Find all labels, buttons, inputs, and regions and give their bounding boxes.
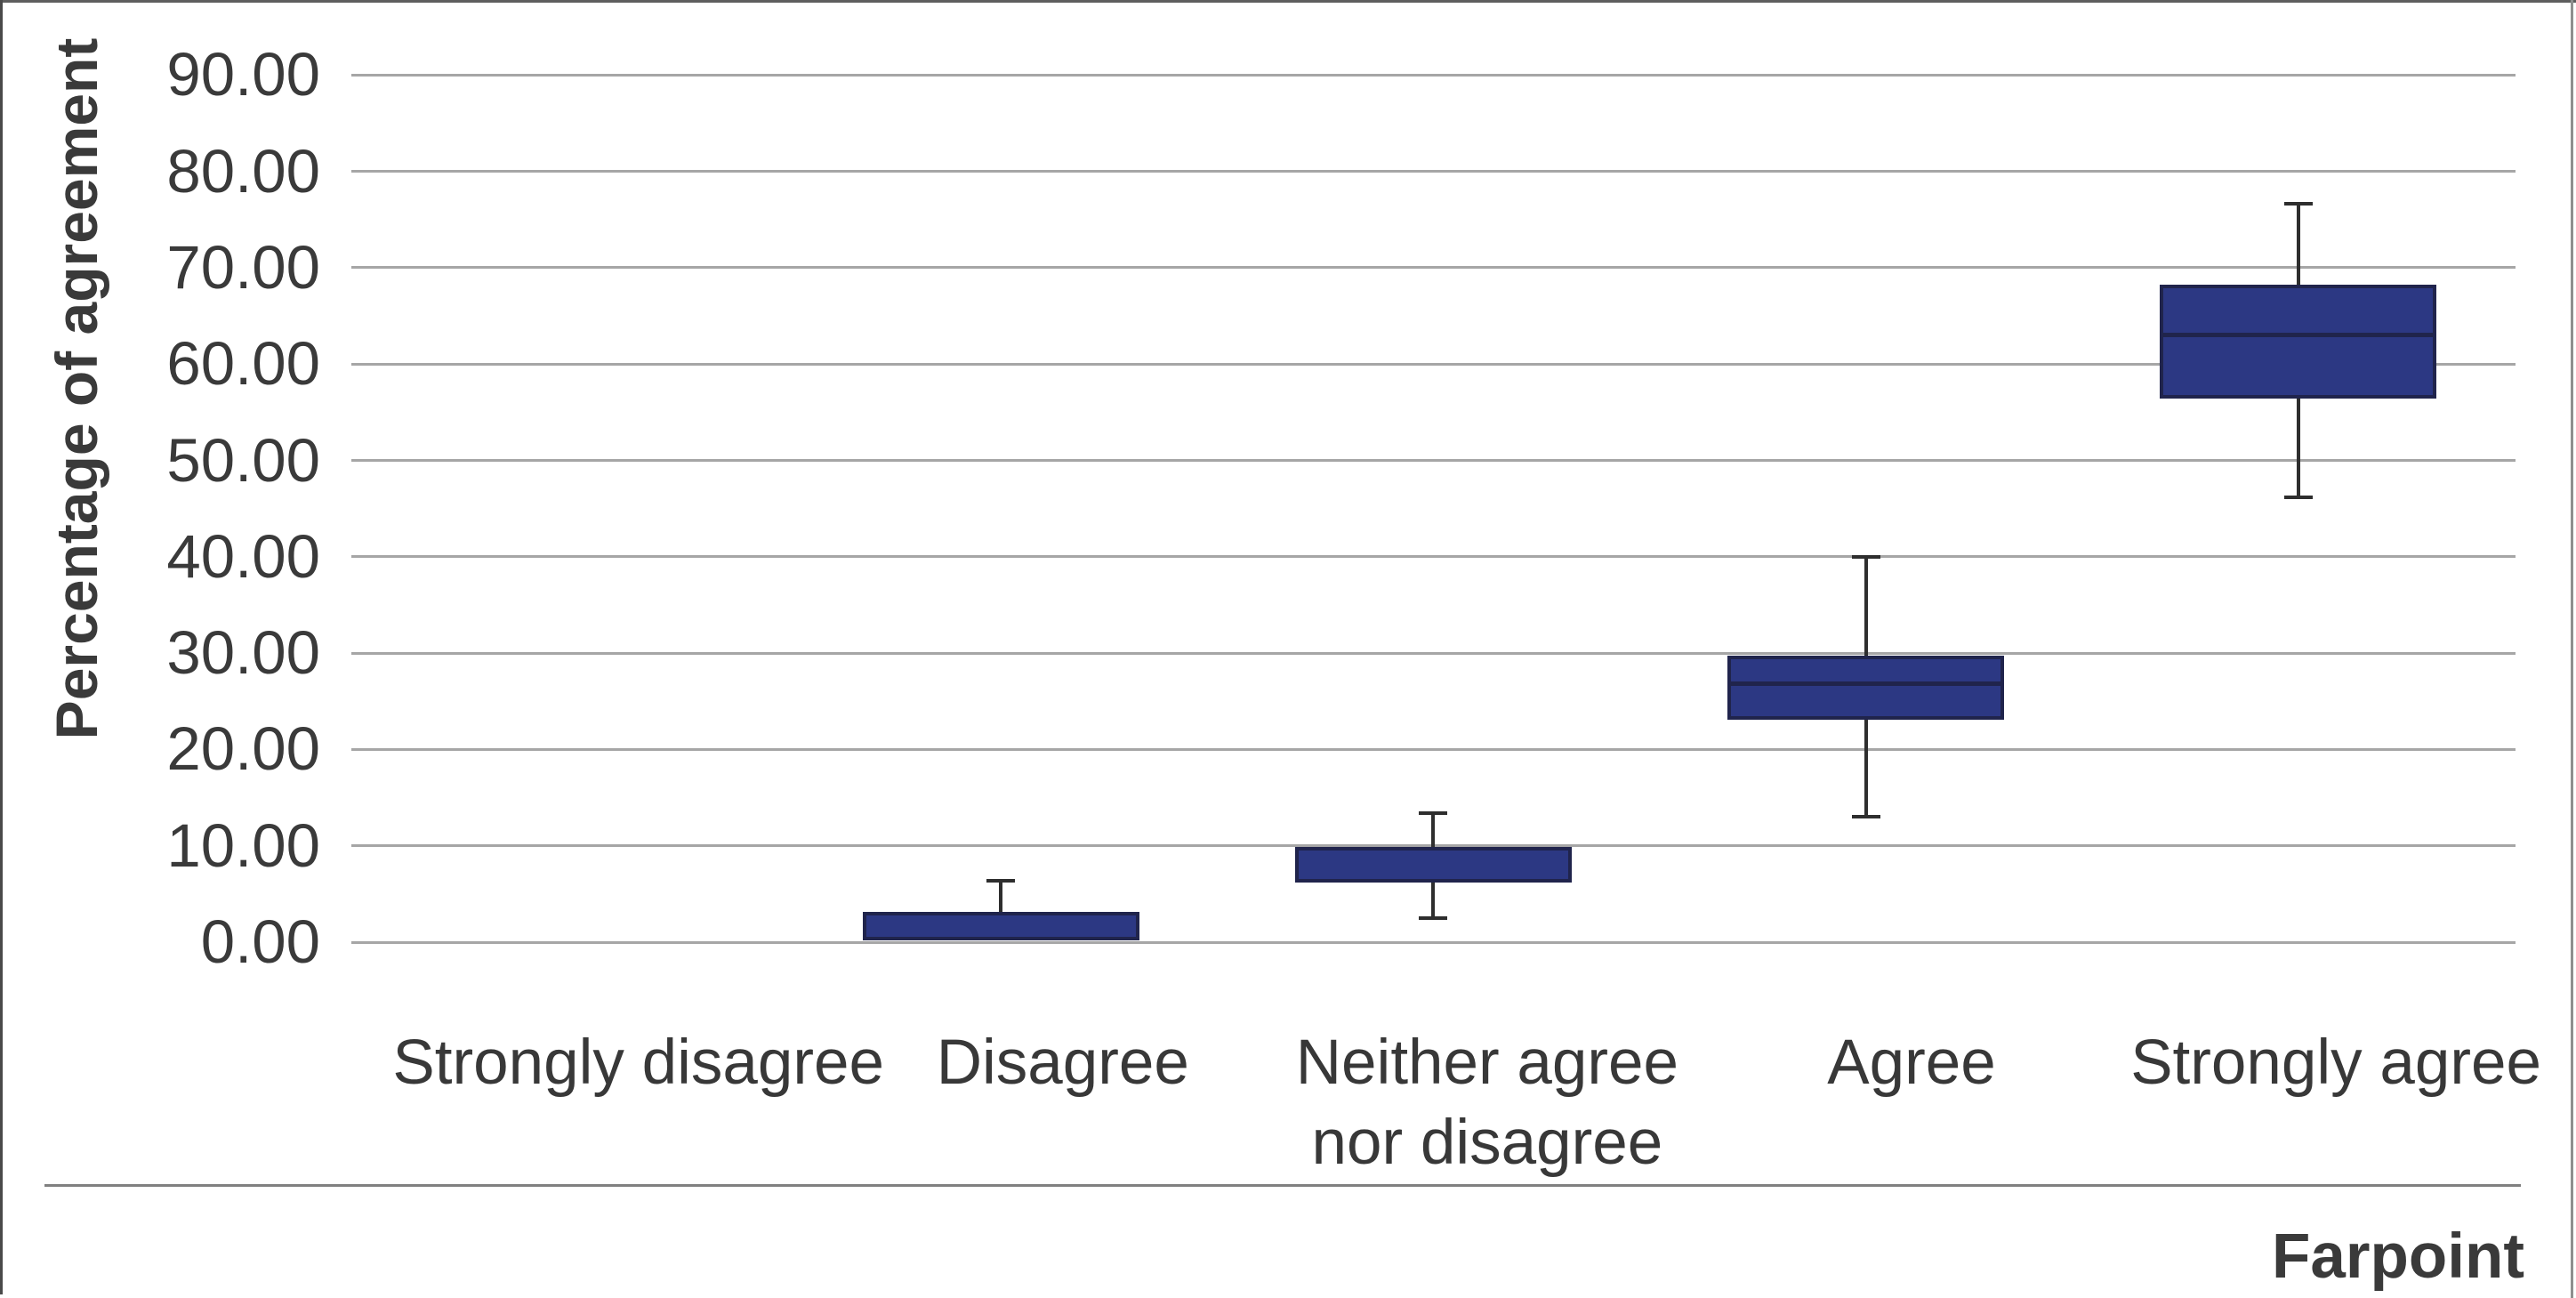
- upper-whisker-line: [1864, 556, 1868, 657]
- upper-whisker-line: [1431, 812, 1436, 847]
- y-tick-label-50: 50.00: [166, 425, 320, 495]
- upper-whisker-line: [999, 880, 1002, 913]
- lower-whisker-line: [2296, 399, 2300, 497]
- footer-brand-label: Farpoint: [2272, 1221, 2524, 1292]
- x-category-label-line: Agree: [1827, 1028, 1996, 1098]
- frame-border-left: [0, 0, 3, 1294]
- gridline-y-40: [351, 555, 2516, 559]
- box-3: [1294, 846, 1572, 883]
- y-tick-label-0: 0.00: [200, 907, 320, 976]
- upper-whisker-cap: [1419, 810, 1448, 815]
- upper-whisker-cap: [2283, 202, 2313, 206]
- box-5: [2160, 285, 2437, 399]
- y-tick-label-80: 80.00: [166, 136, 320, 206]
- x-category-label-5: Strongly agree: [1998, 1023, 2576, 1103]
- upper-whisker-cap: [1851, 554, 1880, 559]
- lower-whisker-line: [1431, 882, 1436, 918]
- x-category-label-line: Strongly agree: [2130, 1028, 2541, 1098]
- y-tick-label-70: 70.00: [166, 232, 320, 302]
- gridline-y-70: [351, 266, 2516, 270]
- lower-whisker-cap: [1851, 815, 1880, 819]
- y-tick-label-30: 30.00: [166, 618, 320, 688]
- y-tick-label-10: 10.00: [166, 810, 320, 880]
- x-category-label-3: Neither agree nor disagree: [1149, 1023, 1825, 1183]
- gridline-y-30: [351, 651, 2516, 655]
- frame-border-top: [0, 0, 2576, 3]
- gridline-y-20: [351, 747, 2516, 751]
- footer-separator-line: [44, 1184, 2521, 1187]
- x-category-label-line: Neither agree: [1295, 1028, 1678, 1098]
- gridline-y-0: [351, 940, 2516, 944]
- box-2: [862, 912, 1139, 940]
- gridline-y-50: [351, 459, 2516, 462]
- x-category-label-line: nor disagree: [1311, 1108, 1663, 1178]
- lower-whisker-cap: [2283, 495, 2313, 499]
- median-line-4: [1727, 681, 2005, 687]
- gridline-y-80: [351, 170, 2516, 173]
- upper-whisker-cap: [986, 878, 1015, 883]
- median-line-5: [2160, 333, 2437, 338]
- x-category-label-2: Disagree: [725, 1023, 1401, 1103]
- x-category-label-line: Disagree: [936, 1028, 1189, 1098]
- x-category-label-4: Agree: [1574, 1023, 2250, 1103]
- y-tick-label-90: 90.00: [166, 40, 320, 109]
- y-tick-label-40: 40.00: [166, 521, 320, 591]
- upper-whisker-line: [2296, 204, 2300, 286]
- lower-whisker-line: [1864, 719, 1868, 818]
- frame-border-right: [2571, 0, 2573, 1298]
- box-4: [1727, 656, 2005, 720]
- y-tick-label-60: 60.00: [166, 329, 320, 399]
- y-tick-label-20: 20.00: [166, 714, 320, 784]
- x-category-label-1: Strongly disagree: [301, 1023, 977, 1103]
- gridline-y-60: [351, 362, 2516, 366]
- gridline-y-90: [351, 73, 2516, 77]
- lower-whisker-cap: [1419, 915, 1448, 920]
- x-category-label-line: Strongly disagree: [392, 1028, 884, 1098]
